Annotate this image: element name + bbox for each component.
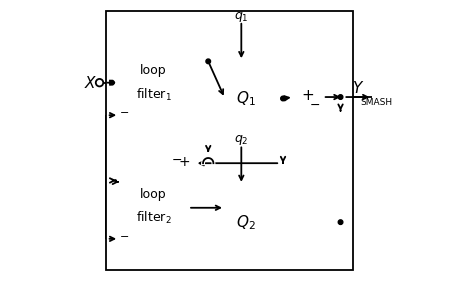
Circle shape [338,95,343,99]
Circle shape [96,79,103,86]
Text: loop: loop [140,64,167,77]
Bar [119,156,188,260]
Bar [226,61,266,136]
Text: $-$: $-$ [119,106,129,116]
Text: $-$: $-$ [171,153,182,166]
Text: SMASH: SMASH [360,99,392,108]
Circle shape [109,80,114,85]
Bar [226,185,266,260]
Text: $X$: $X$ [84,75,97,91]
Text: $q_1$: $q_1$ [234,10,249,23]
Circle shape [206,59,210,64]
Text: $-$: $-$ [309,98,320,111]
Text: filter$_1$: filter$_1$ [136,86,172,103]
Text: +: + [301,88,314,103]
Circle shape [294,83,321,111]
Text: +: + [179,155,191,169]
Bar [119,32,188,136]
Text: filter$_2$: filter$_2$ [136,210,172,226]
Text: $Q_1$: $Q_1$ [236,89,255,108]
Circle shape [173,152,195,174]
Text: $Q_2$: $Q_2$ [236,213,255,231]
Bar [106,11,353,270]
Text: $Y$: $Y$ [352,79,365,96]
Text: loop: loop [140,188,167,201]
Circle shape [281,96,285,101]
Circle shape [338,220,343,225]
Text: $-$: $-$ [119,230,129,240]
Text: $q_2$: $q_2$ [234,133,248,147]
